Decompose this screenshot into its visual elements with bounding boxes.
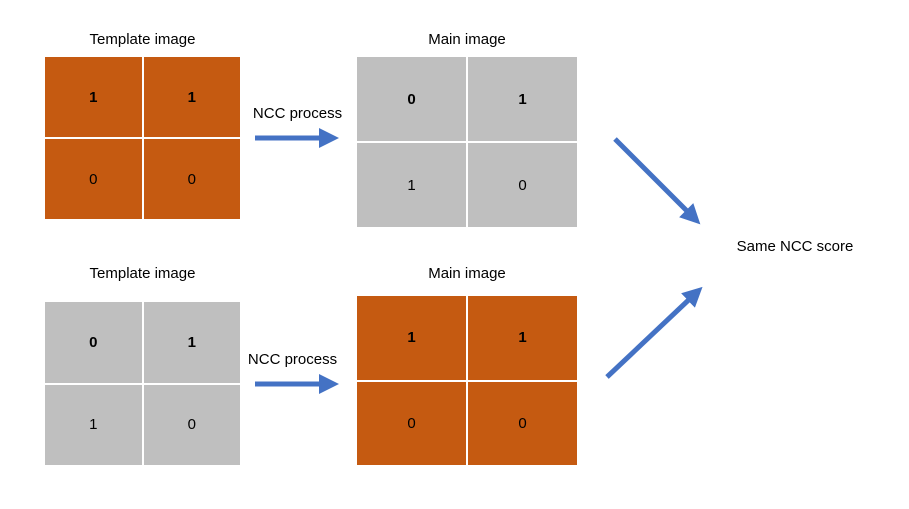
grid-cell: 1 — [357, 296, 466, 380]
grid-cell: 0 — [45, 139, 142, 219]
grid-cell: 1 — [45, 384, 142, 465]
bottom-template-grid: 0 1 1 0 — [45, 302, 240, 465]
top-template-grid: 1 1 0 0 — [45, 57, 240, 219]
grid-cell: 0 — [45, 302, 142, 383]
result-label: Same NCC score — [736, 238, 854, 255]
grid-cell: 1 — [468, 296, 577, 380]
grid-cell: 1 — [45, 57, 142, 137]
top-process-label: NCC process — [252, 105, 343, 122]
bottom-result-arrow — [605, 286, 703, 379]
top-main-grid: 0 1 1 0 — [357, 57, 577, 227]
grid-cell: 0 — [468, 381, 577, 465]
top-template-label: Template image — [89, 31, 196, 48]
top-result-arrow — [613, 137, 701, 225]
grid-cell: 1 — [143, 302, 240, 383]
bottom-main-grid: 1 1 0 0 — [357, 296, 577, 465]
grid-cell: 0 — [143, 384, 240, 465]
grid-cell: 0 — [468, 143, 577, 227]
top-main-label: Main image — [428, 31, 506, 48]
grid-cell: 0 — [143, 139, 240, 219]
grid-cell: 1 — [357, 143, 466, 227]
bottom-main-label: Main image — [428, 265, 506, 282]
bottom-template-label: Template image — [89, 265, 196, 282]
grid-cell: 1 — [468, 57, 577, 141]
grid-cell: 0 — [357, 57, 466, 141]
grid-cell: 0 — [357, 381, 466, 465]
grid-cell: 1 — [143, 57, 240, 137]
bottom-process-label: NCC process — [247, 351, 338, 368]
